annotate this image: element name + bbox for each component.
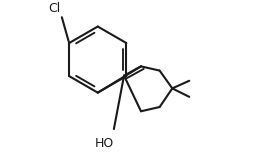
Text: Cl: Cl <box>48 2 60 15</box>
Text: HO: HO <box>95 137 114 150</box>
